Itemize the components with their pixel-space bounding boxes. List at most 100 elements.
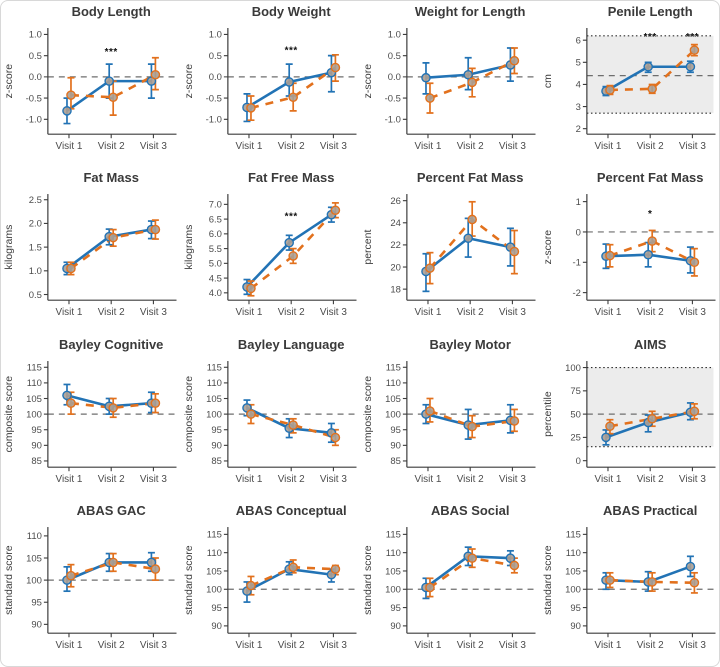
y-tick-label: 115	[206, 362, 221, 373]
y-tick-label: 5	[575, 58, 580, 69]
x-tick-label: Visit 1	[235, 474, 262, 485]
x-tick-label: Visit 3	[678, 141, 705, 152]
y-tick-label: 100	[565, 362, 581, 373]
y-axis-label: z-score	[183, 64, 194, 99]
x-tick-label: Visit 2	[277, 640, 304, 651]
y-axis-label: composite score	[183, 375, 194, 452]
series-markers-orange-dashed	[66, 225, 161, 274]
series-blue-solid	[422, 217, 514, 293]
data-point	[108, 233, 118, 243]
data-point	[425, 263, 435, 274]
series-line-orange-dashed	[609, 49, 695, 92]
y-tick-label: -0.5	[205, 93, 221, 104]
x-axis: Visit 1 Visit 2 Visit 3	[586, 133, 716, 152]
x-tick-label: Visit 1	[55, 640, 82, 651]
series-markers-orange-dashed	[245, 408, 340, 442]
y-axis-label: standard score	[4, 545, 15, 615]
x-tick-label: Visit 1	[414, 141, 441, 152]
x-tick-label: Visit 3	[140, 474, 167, 485]
y-tick-label: 5.0	[208, 259, 221, 270]
panel-title: AIMS	[633, 336, 666, 351]
y-tick-label: 105	[26, 553, 42, 564]
series-markers-orange-dashed	[425, 55, 520, 103]
data-point	[463, 69, 473, 80]
data-point	[104, 76, 114, 86]
series-markers-orange-dashed	[425, 214, 520, 274]
x-tick-label: Visit 3	[678, 640, 705, 651]
y-tick-label: 0.5	[29, 51, 42, 62]
data-point	[108, 557, 118, 567]
panel-12-abas-gac-svg: ABAS GAC 90 95 100 105 110 standard score Visit…	[4, 503, 177, 651]
data-point	[646, 576, 657, 587]
significance-stars: ***	[105, 47, 118, 58]
y-tick-label: 20	[390, 263, 401, 274]
y-axis: 2 3 4 5 6 cm	[542, 28, 587, 135]
x-tick-label: Visit 1	[55, 474, 82, 485]
series-markers-blue-solid	[62, 76, 157, 116]
y-tick-label: 110	[386, 548, 401, 559]
chart-panel-bayley-language: Bayley Language 85 90 95 100 105 110 115 composi…	[181, 334, 361, 500]
x-tick-label: Visit 3	[319, 141, 346, 152]
y-axis-label: z-score	[4, 64, 15, 99]
panel-title: ABAS Social	[431, 503, 509, 518]
panel-title: Body Weight	[251, 4, 331, 19]
y-axis-label: percent	[363, 230, 374, 265]
chart-panel-aims: AIMS 0 25 50 75 100 percentile Visit 1 Visit 2 Vi…	[540, 334, 720, 500]
series-markers-orange-dashed	[604, 406, 699, 431]
y-tick-label: 90	[31, 619, 42, 630]
y-tick-label: 3	[575, 102, 580, 113]
y-tick-label: 75	[570, 386, 581, 397]
data-point	[108, 92, 118, 103]
x-tick-label: Visit 3	[678, 474, 705, 485]
x-tick-label: Visit 2	[457, 141, 484, 152]
x-tick-label: Visit 3	[499, 307, 526, 318]
data-point	[330, 62, 340, 73]
y-axis: -1.0 -0.5 0.0 0.5 1.0 z-score	[363, 28, 408, 135]
data-point	[467, 553, 477, 563]
x-tick-label: Visit 2	[98, 141, 125, 152]
x-tick-label: Visit 3	[678, 307, 705, 318]
x-tick-label: Visit 1	[235, 307, 262, 318]
panel-15-abas-practical-svg: ABAS Practical 90 95 100 105 110 115 standard s…	[542, 503, 716, 651]
series-markers-orange-dashed	[425, 405, 520, 431]
data-point	[685, 561, 695, 572]
x-tick-label: Visit 3	[140, 307, 167, 318]
panel-title: Penile Length	[607, 4, 692, 19]
y-tick-label: 115	[206, 529, 221, 540]
y-tick-label: 115	[386, 529, 401, 540]
x-tick-label: Visit 2	[98, 474, 125, 485]
y-axis: 85 90 95 100 105 110 115 composite score	[4, 360, 49, 467]
significance-stars: ***	[643, 32, 656, 43]
data-point	[604, 420, 615, 431]
series-markers-orange-dashed	[66, 397, 161, 413]
data-point	[425, 582, 435, 592]
series-markers-orange-dashed	[66, 69, 161, 103]
data-point	[245, 408, 256, 419]
y-axis: 18 20 22 24 26 percent	[363, 194, 408, 301]
data-point	[689, 257, 699, 268]
y-tick-label: 90	[31, 440, 42, 451]
x-tick-label: Visit 2	[636, 141, 663, 152]
x-axis: Visit 1 Visit 2 Visit 3	[227, 299, 357, 318]
series-orange-dashed	[426, 201, 518, 285]
y-axis: 4.0 4.5 5.0 5.5 6.0 6.5 7.0 kilograms	[183, 194, 228, 301]
panel-title: Bayley Language	[237, 336, 344, 351]
series-line-orange-dashed	[250, 66, 336, 110]
data-point	[287, 92, 298, 103]
y-tick-label: 85	[31, 456, 42, 467]
y-tick-label: 6.5	[208, 215, 221, 226]
panel-title: Fat Free Mass	[247, 170, 333, 185]
y-axis: -2 -1 0 1 z-score	[542, 194, 587, 301]
y-tick-label: 95	[211, 603, 222, 614]
panel-1-body-weight-svg: Body Weight -1.0 -0.5 0.0 0.5 1.0 z-score Visit…	[183, 4, 357, 152]
y-axis: -1.0 -0.5 0.0 0.5 1.0 z-score	[4, 28, 49, 135]
data-point	[600, 432, 611, 442]
y-tick-label: -0.5	[26, 93, 42, 104]
y-tick-label: 0.0	[388, 72, 401, 83]
data-point	[646, 413, 657, 424]
chart-panel-percent-fat-mass: Percent Fat Mass 18 20 22 24 26 percent Visit 1…	[360, 167, 540, 333]
data-point	[604, 85, 615, 95]
x-axis: Visit 1 Visit 2 Visit 3	[227, 632, 357, 651]
y-tick-label: -1.0	[385, 115, 401, 126]
